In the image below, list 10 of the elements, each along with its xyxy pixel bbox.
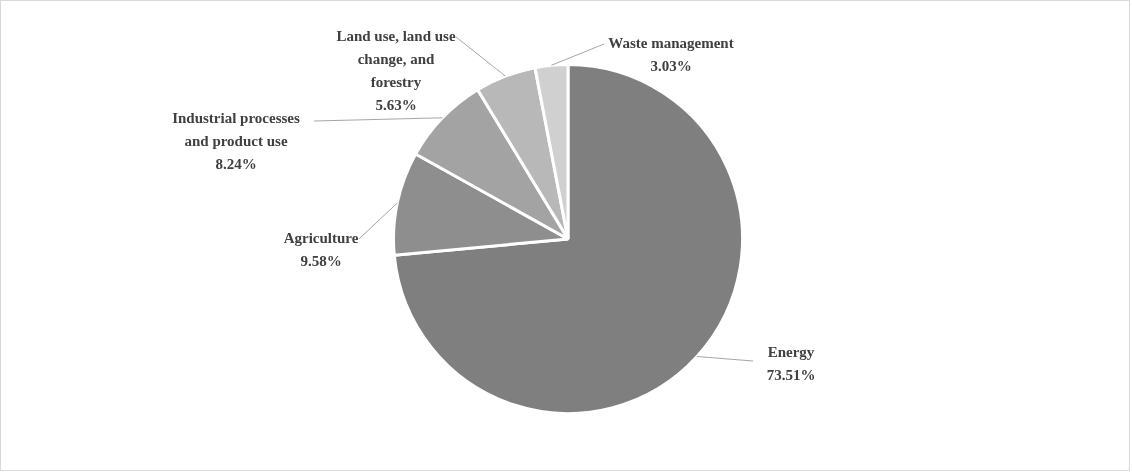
slice-label: Waste management (608, 34, 734, 51)
slice-label: Industrial processes and product use (172, 109, 300, 149)
slice-label: Agriculture (283, 229, 359, 246)
data-label: 8.24% (215, 155, 257, 172)
data-label: 73.51% (766, 366, 816, 383)
slice-label: Energy (767, 343, 815, 360)
data-label: 3.03% (650, 57, 692, 74)
slice-label: Land use, land use change, and forestry (336, 27, 456, 90)
data-label: 9.58% (300, 252, 342, 269)
data-label: 5.63% (375, 96, 417, 113)
